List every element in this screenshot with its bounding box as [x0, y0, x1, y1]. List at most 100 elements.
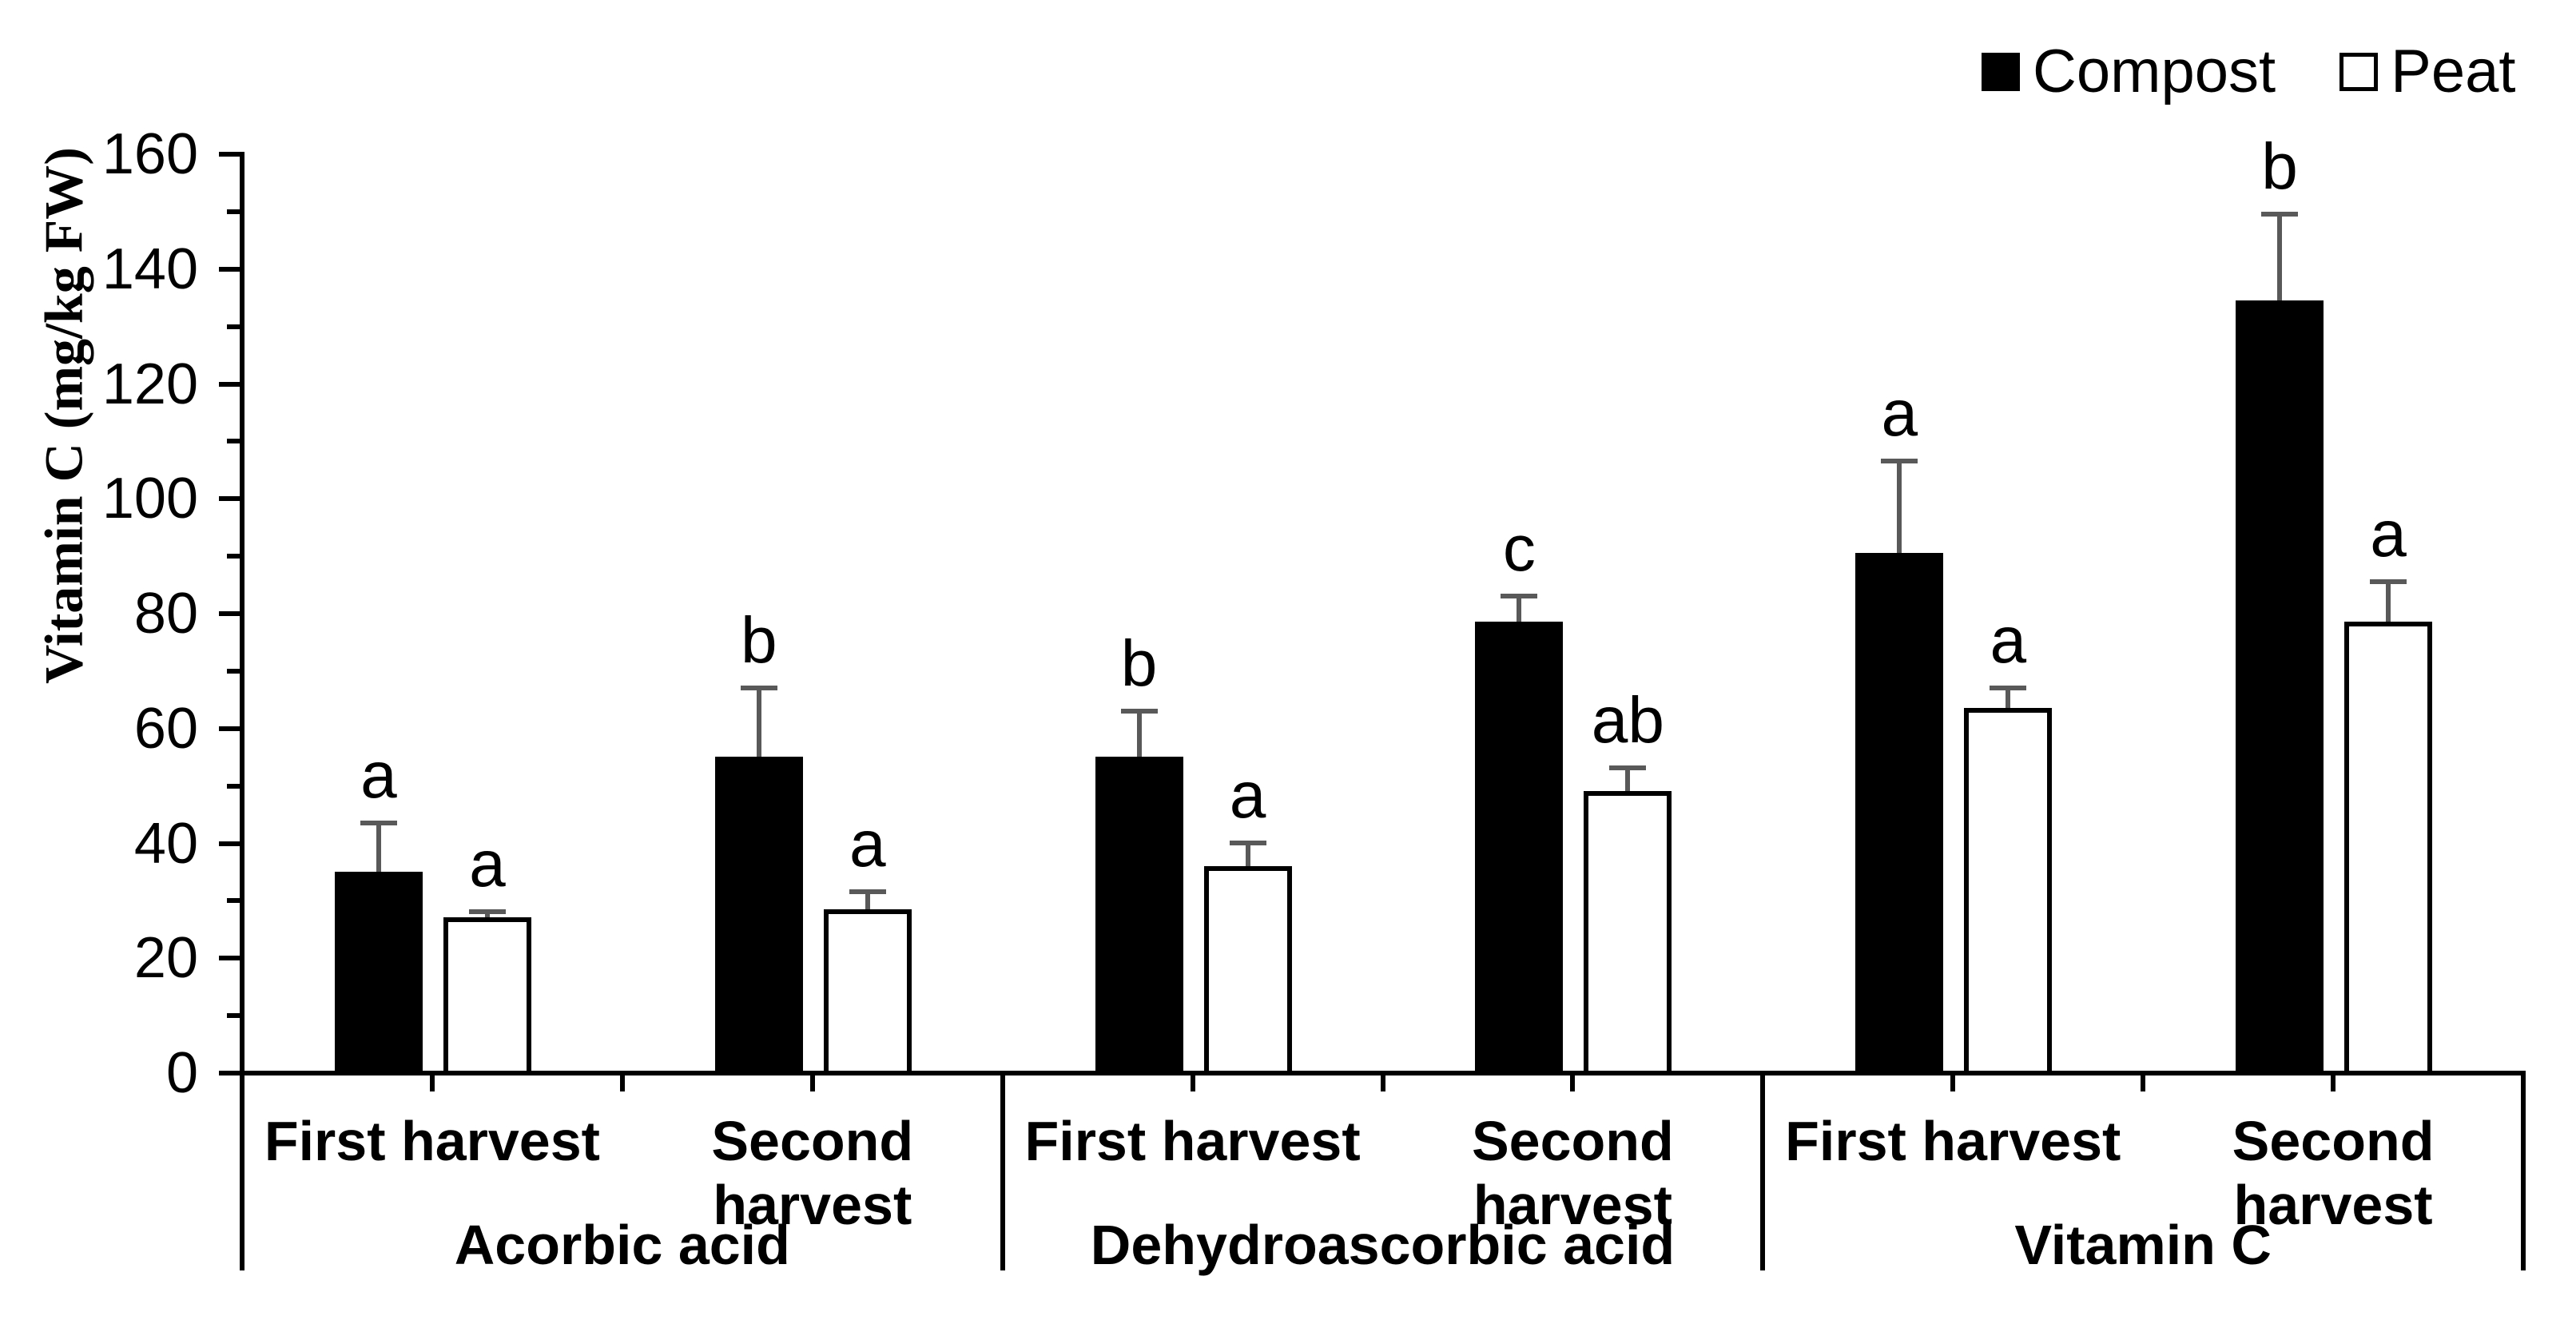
bar-peat [2344, 622, 2433, 1075]
y-minor-tick [227, 783, 240, 789]
x-axis-tick [2141, 1071, 2146, 1091]
bar-compost [334, 871, 423, 1075]
y-major-tick [219, 496, 240, 502]
y-major-tick [219, 611, 240, 616]
error-bar-cap [849, 889, 886, 894]
x-axis-tick [2331, 1071, 2336, 1091]
bar-compost [2236, 300, 2324, 1075]
error-bar-line [1245, 842, 1250, 866]
category-label: First harvest [264, 1110, 600, 1172]
error-bar-line [756, 687, 761, 757]
significance-letter: a [1881, 376, 1918, 450]
y-major-tick [219, 956, 240, 961]
error-bar-line [1517, 595, 1522, 622]
significance-letter: a [360, 738, 397, 812]
significance-letter: a [849, 808, 886, 881]
category-label: Second harvest [1471, 1110, 1674, 1236]
x-axis-tick [1190, 1071, 1195, 1091]
y-minor-tick [227, 324, 240, 329]
y-minor-tick [227, 1013, 240, 1019]
x-axis-tick [809, 1071, 815, 1091]
legend-item: Compost [1982, 42, 2276, 102]
y-tick-label: 20 [133, 926, 198, 991]
y-major-tick [219, 726, 240, 731]
significance-letter: ab [1591, 684, 1665, 757]
error-bar-cap [2370, 578, 2407, 584]
x-axis-tick [619, 1071, 625, 1091]
bar-peat [1584, 791, 1672, 1075]
y-minor-tick [227, 439, 240, 444]
y-major-tick [219, 266, 240, 272]
significance-letter: a [1229, 758, 1266, 832]
x-axis-tick [1950, 1071, 1956, 1091]
y-major-tick [219, 152, 240, 157]
significance-letter: b [740, 603, 777, 677]
significance-letter: b [1120, 626, 1158, 700]
y-major-tick [219, 1071, 240, 1075]
error-bar-line [2277, 213, 2283, 300]
x-axis-tick [1570, 1071, 1576, 1091]
bar-peat [1203, 865, 1292, 1075]
error-bar-cap [360, 820, 397, 825]
error-bar-cap [1609, 765, 1647, 771]
y-minor-tick [227, 898, 240, 904]
y-axis-line [240, 152, 244, 1270]
bar-peat [443, 917, 531, 1075]
x-axis-tick [429, 1071, 435, 1091]
legend-label: Compost [2033, 38, 2276, 105]
y-major-tick [219, 841, 240, 846]
error-bar-line [1136, 710, 1142, 757]
group-separator [1760, 1071, 1766, 1270]
error-bar-cap [740, 685, 777, 690]
group-label: Acorbic acid [454, 1214, 790, 1276]
error-bar-cap [1120, 708, 1158, 714]
bar-compost [1095, 757, 1183, 1075]
error-bar-line [865, 892, 870, 909]
error-bar-cap [1229, 840, 1266, 845]
x-axis-tick [1380, 1071, 1385, 1091]
significance-letter: c [1502, 511, 1536, 585]
y-tick-label: 40 [133, 811, 198, 876]
y-tick-label: 0 [165, 1041, 198, 1105]
bar-compost [714, 757, 803, 1075]
error-bar-cap [2261, 211, 2299, 217]
group-separator [1000, 1071, 1005, 1270]
x-axis-tick [240, 1071, 244, 1091]
y-tick-label: 140 [101, 237, 198, 301]
error-bar-cap [1881, 458, 1918, 463]
error-bar-line [376, 822, 381, 872]
y-minor-tick [227, 554, 240, 559]
legend-item: Peat [2339, 42, 2515, 102]
error-bar-cap [1501, 593, 1538, 598]
error-bar-cap [468, 909, 506, 915]
group-separator [2521, 1071, 2526, 1270]
bar-compost [1475, 622, 1564, 1075]
group-label: Dehydroascorbic acid [1090, 1214, 1676, 1276]
y-minor-tick [227, 668, 240, 674]
error-bar-line [484, 912, 490, 918]
error-bar-cap [1990, 685, 2027, 690]
significance-letter: a [469, 828, 506, 901]
error-bar-line [2386, 581, 2391, 622]
error-bar-line [1897, 460, 1902, 553]
error-bar-line [2006, 687, 2011, 708]
group-label: Vitamin C [2014, 1214, 2272, 1276]
y-tick-label: 160 [101, 122, 198, 186]
category-label: Second harvest [2232, 1110, 2435, 1236]
legend-label: Peat [2391, 38, 2516, 105]
y-tick-label: 100 [101, 467, 198, 531]
y-tick-label: 120 [101, 352, 198, 416]
significance-letter: a [2370, 497, 2407, 571]
peat-swatch-icon [2339, 53, 2379, 91]
legend: Compost Peat [1982, 42, 2515, 102]
compost-swatch-icon [1982, 53, 2020, 91]
y-tick-label: 80 [133, 582, 198, 646]
error-bar-line [1625, 768, 1631, 792]
y-major-tick [219, 381, 240, 387]
y-minor-tick [227, 209, 240, 214]
bar-compost [1855, 552, 1944, 1075]
category-label: Second harvest [711, 1110, 914, 1236]
significance-letter: b [2261, 129, 2298, 203]
significance-letter: a [1990, 603, 2027, 677]
